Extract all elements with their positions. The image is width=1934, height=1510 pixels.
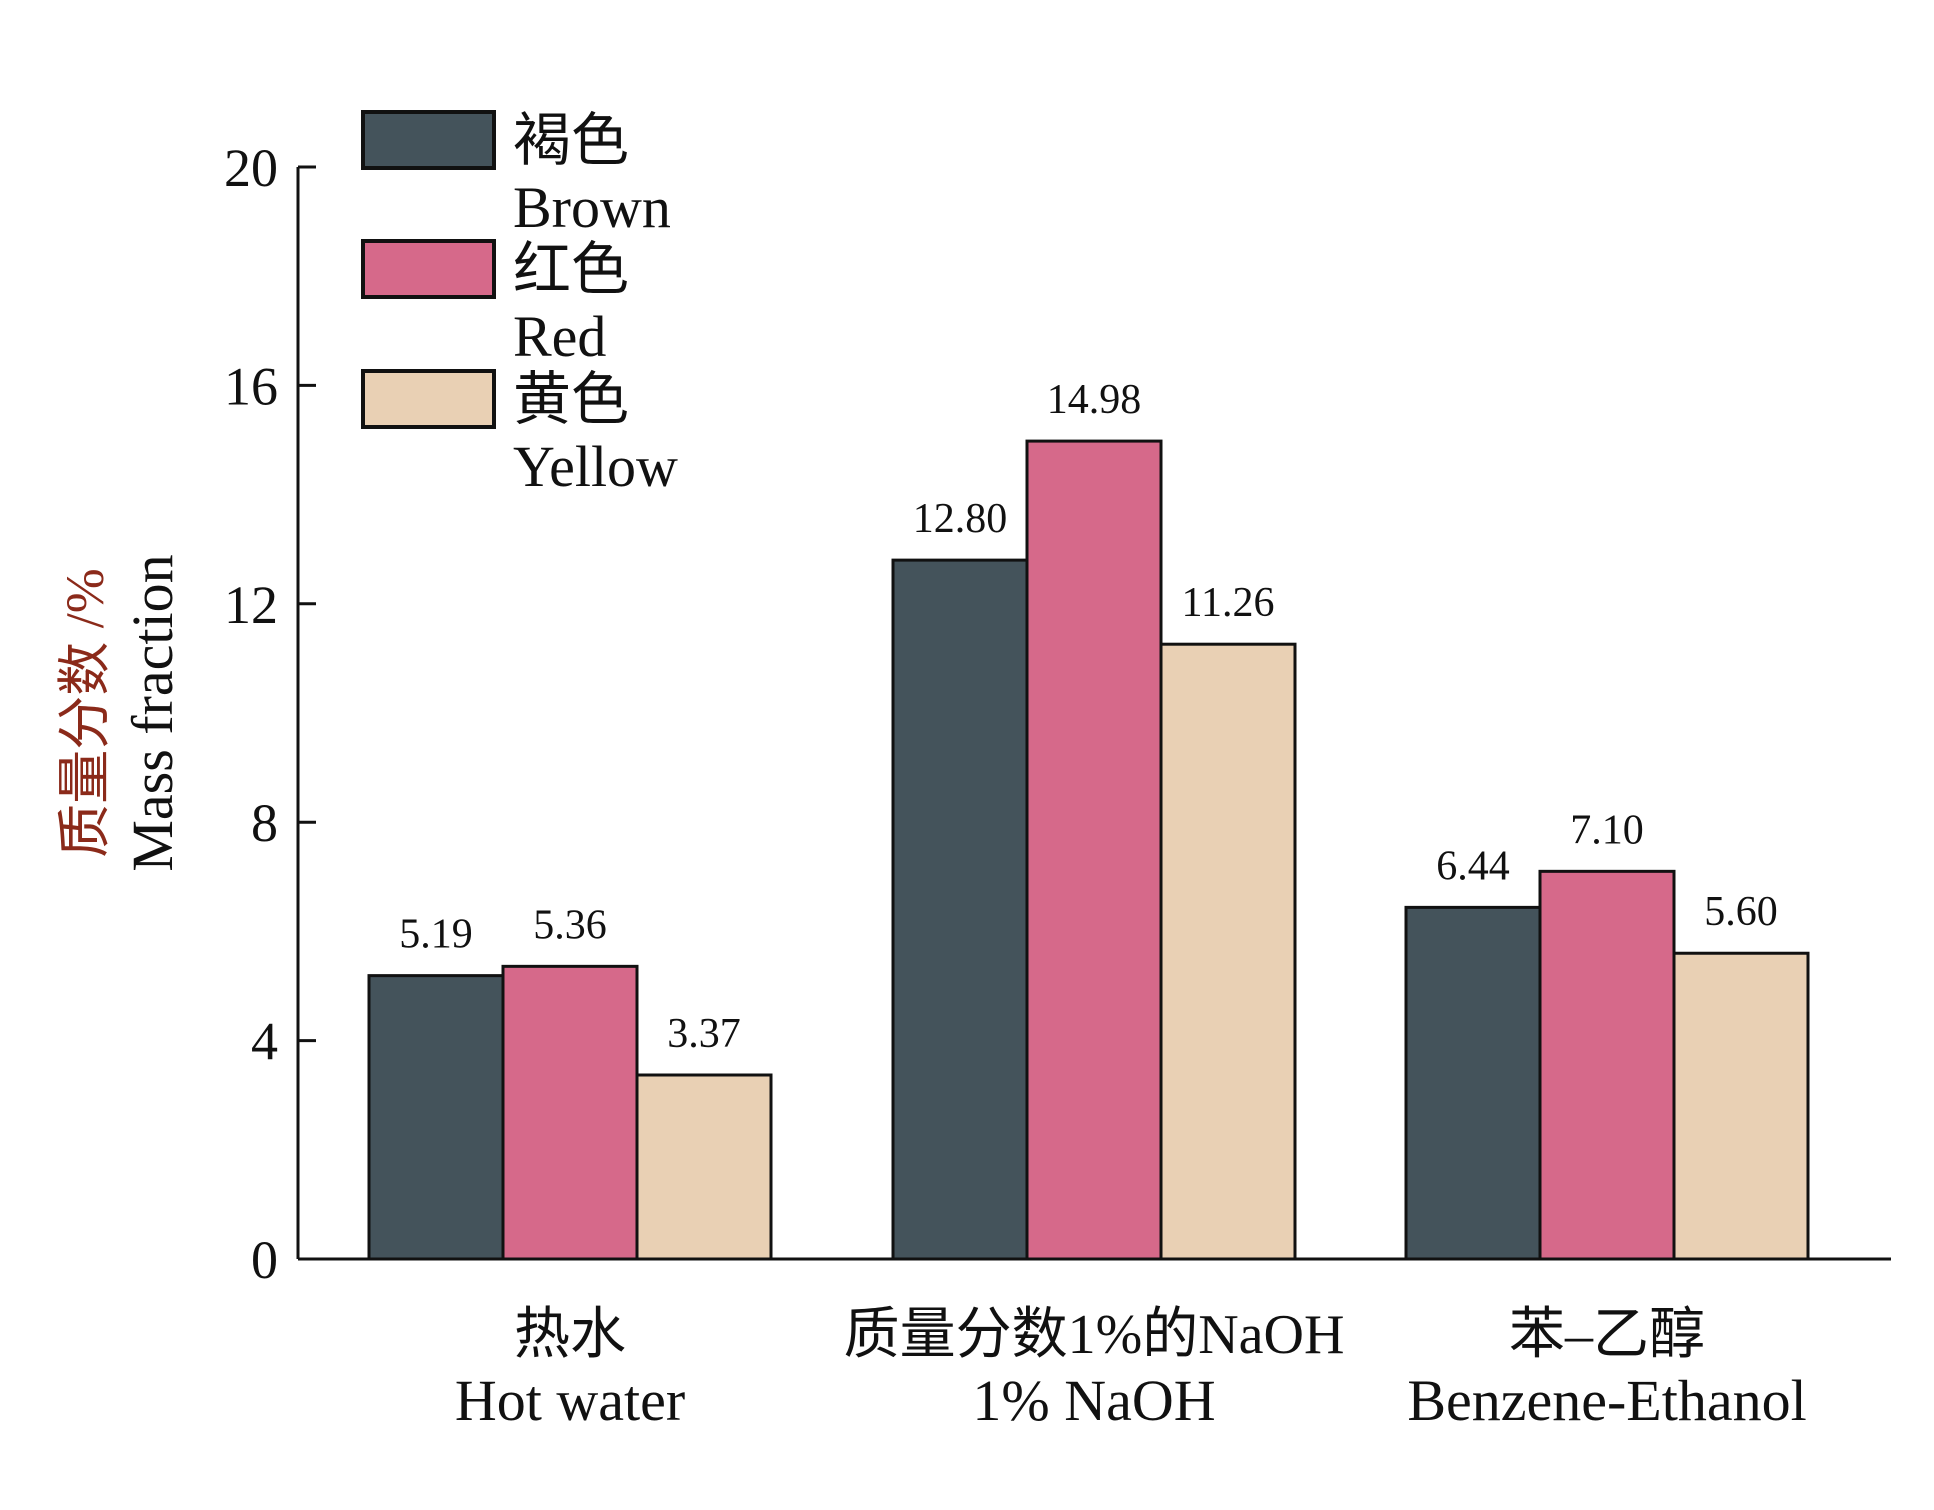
data-label: 12.80: [913, 496, 1008, 542]
x-tick-label-cn: 质量分数1%的NaOH: [844, 1304, 1345, 1366]
data-label: 14.98: [1047, 377, 1142, 423]
x-tick-label-en: Hot water: [455, 1368, 685, 1433]
bar-yellow: [635, 1073, 773, 1261]
x-tick-label-en: 1% NaOH: [972, 1368, 1215, 1433]
data-label: 11.26: [1182, 580, 1275, 626]
bar-red: [1025, 439, 1163, 1261]
y-tick-label: 20: [224, 138, 278, 198]
y-tick-label: 12: [224, 575, 278, 635]
bar-brown: [1404, 905, 1542, 1261]
bar-brown: [367, 974, 505, 1261]
legend-swatch-red: [361, 239, 496, 299]
y-tick-label: 16: [224, 356, 278, 416]
legend-label-cn: 褐色: [513, 108, 629, 173]
bar-red: [1538, 869, 1676, 1261]
x-tick-label-cn: 苯–乙醇: [1509, 1304, 1705, 1366]
data-label: 7.10: [1570, 807, 1644, 853]
legend-label-cn: 黄色: [513, 367, 629, 432]
x-tick-label-cn: 热水: [514, 1304, 626, 1366]
legend-swatch-brown: [361, 110, 496, 170]
legend-label-en: Red: [513, 304, 606, 369]
data-label: 5.19: [399, 912, 473, 958]
legend-label-cn: 红色: [513, 237, 629, 302]
data-label: 3.37: [667, 1011, 741, 1057]
y-tick-label: 8: [251, 793, 278, 853]
legend-swatch-yellow: [361, 369, 496, 429]
legend-label-en: Yellow: [513, 434, 678, 499]
data-label: 5.60: [1704, 889, 1778, 935]
data-label: 5.36: [533, 902, 607, 948]
bar-yellow: [1672, 951, 1810, 1261]
bar-red: [501, 964, 639, 1261]
bar-brown: [891, 558, 1029, 1261]
legend-label-en: Brown: [513, 175, 671, 240]
y-tick-label: 0: [251, 1230, 278, 1290]
y-tick-label: 4: [251, 1012, 278, 1072]
y-axis-label-en: Mass fraction: [120, 554, 185, 871]
data-label: 6.44: [1436, 843, 1510, 889]
y-axis-label-cn: 质量分数 /%: [55, 568, 115, 858]
bar-yellow: [1159, 642, 1297, 1261]
x-tick-label-en: Benzene-Ethanol: [1407, 1368, 1806, 1433]
